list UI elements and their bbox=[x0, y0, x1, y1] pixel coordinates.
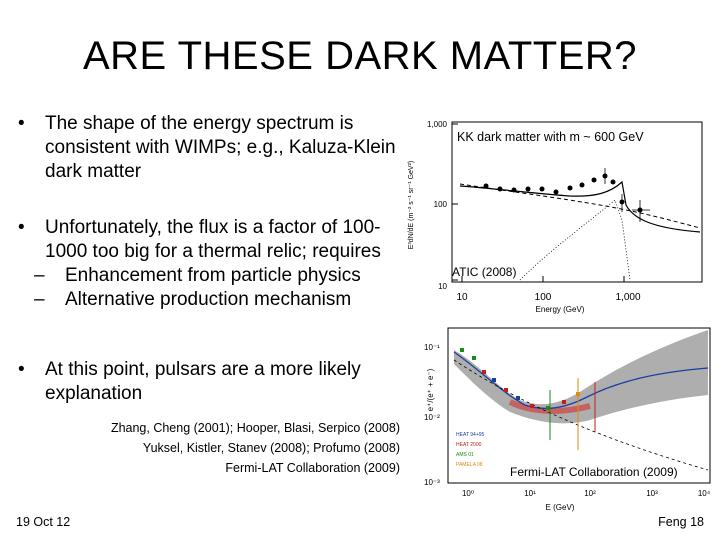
bullet-item-1: • The shape of the energy spectrum is con… bbox=[18, 112, 413, 184]
data-error-bars bbox=[549, 378, 596, 450]
footer-date: 19 Oct 12 bbox=[16, 515, 71, 529]
y-tick-label: 10⁻¹ bbox=[424, 343, 440, 352]
y-tick-label: 100 bbox=[434, 200, 448, 209]
bullet-item-3: • At this point, pulsars are a more likel… bbox=[18, 358, 413, 406]
x-tick-label: 10⁴ bbox=[698, 489, 711, 498]
x-tick-label: 100 bbox=[535, 292, 552, 303]
legend-entry: HEAT 2000 bbox=[456, 442, 482, 448]
error-bars bbox=[604, 168, 650, 222]
total-fit-curve bbox=[459, 180, 701, 233]
legend-entry: AMS 01 bbox=[456, 452, 474, 458]
y-tick-label: 10⁻³ bbox=[424, 478, 440, 487]
reference-line: Zhang, Cheng (2001); Hooper, Blasi, Serp… bbox=[110, 421, 400, 435]
x-tick-label: 10² bbox=[584, 489, 596, 498]
sub-bullet-1: – Enhancement from particle physics bbox=[18, 264, 413, 288]
y-tick-label: 1,000 bbox=[427, 120, 448, 129]
x-tick-label: 10⁰ bbox=[462, 489, 474, 498]
sub-bullet-text: Enhancement from particle physics bbox=[65, 265, 361, 286]
fermi-source-label: Fermi-LAT Collaboration (2009) bbox=[510, 465, 678, 479]
y-tick-label: 10 bbox=[438, 282, 447, 291]
model-curve bbox=[453, 351, 709, 410]
x-tick-label: 10¹ bbox=[524, 489, 536, 498]
sub-bullet-2: – Alternative production mechanism bbox=[18, 288, 413, 312]
reference-line: Fermi-LAT Collaboration (2009) bbox=[225, 461, 400, 475]
plot-frame bbox=[447, 327, 711, 484]
bullet-item-2: • Unfortunately, the flux is a factor of … bbox=[18, 216, 413, 312]
atic-data-points bbox=[483, 173, 643, 213]
y-axis-label: e⁺/(e⁺ + e⁻) bbox=[426, 368, 435, 411]
x-tick-label: 1,000 bbox=[615, 292, 640, 303]
legend-entry: PAMELA 08 bbox=[456, 462, 483, 468]
references: Zhang, Cheng (2001); Hooper, Blasi, Serp… bbox=[60, 418, 400, 478]
legend-entry: HEAT 94+95 bbox=[456, 432, 485, 438]
atic-spectrum-figure: 1,000 100 10 10 100 1,000 Energy (GeV) E… bbox=[408, 120, 703, 314]
x-axis-label: E (GeV) bbox=[546, 503, 575, 512]
slide-title: ARE THESE DARK MATTER? bbox=[82, 34, 638, 78]
bullet-marker: • bbox=[18, 217, 25, 238]
sub-bullet-text: Alternative production mechanism bbox=[65, 289, 352, 310]
bullet-text: Unfortunately, the flux is a factor of 1… bbox=[45, 217, 381, 262]
plot-frame bbox=[451, 121, 703, 283]
bullet-marker: • bbox=[18, 359, 25, 380]
x-tick-label: 10³ bbox=[646, 489, 658, 498]
x-tick-label: 10 bbox=[456, 292, 468, 303]
y-tick-label: 10⁻² bbox=[424, 413, 440, 422]
sub-bullet-marker: – bbox=[34, 289, 45, 310]
x-axis-label: Energy (GeV) bbox=[536, 305, 585, 314]
footer-page-number: Feng 18 bbox=[658, 515, 704, 529]
y-axis-label: E³dN/dE (m⁻² s⁻¹ sr⁻¹ GeV²) bbox=[408, 161, 415, 249]
kk-annotation: KK dark matter with m ~ 600 GeV bbox=[457, 130, 644, 144]
bullet-marker: • bbox=[18, 113, 25, 134]
reference-line: Yuksel, Kistler, Stanev (2008); Profumo … bbox=[142, 441, 400, 455]
atic-source-label: ATIC (2008) bbox=[452, 265, 517, 279]
red-band bbox=[508, 399, 591, 414]
legend: HEAT 94+95 HEAT 2000 AMS 01 PAMELA 08 bbox=[456, 432, 485, 468]
positron-fraction-figure: 10⁻¹ 10⁻² 10⁻³ e⁺/(e⁺ + e⁻) 10⁰ 10¹ 10² … bbox=[424, 327, 711, 512]
sub-bullet-marker: – bbox=[34, 265, 45, 286]
kk-contribution-curve bbox=[519, 199, 631, 281]
background-curve bbox=[459, 183, 701, 229]
bullet-text: The shape of the energy spectrum is cons… bbox=[45, 113, 396, 182]
bullet-text: At this point, pulsars are a more likely… bbox=[45, 359, 361, 404]
